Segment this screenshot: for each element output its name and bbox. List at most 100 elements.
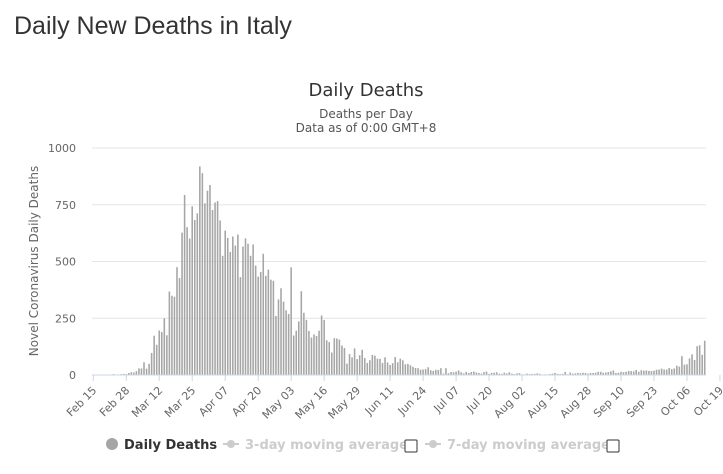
y-tick-label: 750	[55, 199, 76, 212]
bar	[229, 251, 232, 375]
x-tick-label: Sep 23	[624, 384, 660, 420]
bar	[277, 299, 280, 375]
bar	[412, 366, 414, 375]
bar	[404, 364, 407, 375]
bar	[336, 338, 338, 375]
bar	[462, 373, 465, 375]
bar	[625, 371, 627, 375]
bar	[343, 347, 346, 375]
legend-3-day-symbol	[227, 440, 235, 448]
bar	[696, 346, 698, 375]
bar	[539, 373, 541, 375]
bar	[579, 373, 582, 375]
bar	[138, 368, 140, 375]
bar	[701, 354, 703, 375]
x-tick-label: Aug 02	[491, 384, 528, 421]
bar	[658, 369, 660, 375]
bar	[178, 278, 181, 375]
bar	[313, 334, 315, 375]
bar	[226, 237, 229, 375]
bar	[287, 313, 290, 375]
x-tick-label: Apr 20	[229, 384, 264, 419]
legend-item-7-day-average[interactable]: 7-day moving average	[425, 438, 610, 453]
bar	[140, 368, 143, 375]
bar	[275, 315, 277, 375]
bar	[280, 288, 282, 375]
bar	[653, 370, 655, 375]
bar	[402, 360, 404, 375]
bar	[204, 203, 206, 375]
bar	[186, 227, 188, 375]
bar	[551, 373, 554, 375]
checkbox-3-day-average[interactable]	[404, 439, 418, 453]
bar	[698, 345, 701, 375]
bar	[196, 213, 199, 375]
bar	[703, 340, 706, 375]
bar	[211, 209, 214, 375]
bar	[627, 370, 630, 375]
bar	[325, 340, 328, 375]
bar	[135, 371, 138, 375]
bar	[637, 371, 640, 375]
chart-subtitle-line-2: Data as of 0:00 GMT+8	[296, 121, 437, 135]
x-tick-label: Oct 06	[658, 384, 693, 419]
bar	[683, 364, 686, 375]
bar	[630, 371, 632, 375]
bar	[394, 357, 396, 375]
bar	[130, 372, 133, 375]
bar	[445, 368, 447, 375]
bar	[660, 368, 663, 375]
bar	[589, 372, 592, 375]
bar	[584, 372, 587, 375]
bar	[437, 370, 440, 375]
bar	[417, 368, 419, 375]
bar	[561, 373, 564, 375]
legend-7-day-label: 7-day moving average	[447, 438, 610, 453]
bar	[577, 372, 579, 375]
bar	[333, 338, 336, 375]
bar	[348, 354, 351, 375]
page-title: Daily New Deaths in Italy	[14, 12, 292, 40]
bar	[239, 277, 242, 375]
bar	[371, 355, 374, 375]
bar	[361, 349, 363, 375]
bar	[318, 330, 320, 375]
chart-title: Daily Deaths	[308, 80, 423, 101]
bar	[366, 362, 369, 375]
legend: Daily Deaths 3-day moving average 7-day …	[106, 438, 620, 453]
bar	[242, 246, 244, 375]
bar	[645, 370, 648, 375]
bar	[493, 372, 495, 375]
bar	[158, 330, 161, 375]
bar	[122, 373, 125, 375]
bar	[533, 373, 536, 375]
x-tick-label: Feb 15	[64, 384, 99, 419]
bar	[155, 344, 158, 375]
bar	[323, 320, 325, 375]
bar	[254, 265, 257, 375]
y-axis-ticks: 0 250 500 750 1000	[48, 142, 76, 382]
bar	[216, 201, 219, 375]
bar	[128, 372, 130, 375]
bar	[330, 352, 333, 375]
bar	[346, 363, 348, 375]
bar	[353, 348, 356, 375]
bar	[516, 373, 518, 375]
x-tick-label: Mar 25	[162, 384, 198, 420]
bar	[620, 371, 622, 375]
x-tick-label: Aug 28	[557, 384, 594, 421]
bar	[358, 355, 361, 375]
bar	[305, 319, 308, 375]
bar	[455, 371, 457, 375]
bar	[599, 371, 602, 375]
bar	[668, 367, 670, 375]
legend-daily-deaths-label: Daily Deaths	[124, 438, 217, 453]
bar	[267, 269, 270, 375]
checkbox-7-day-average[interactable]	[606, 439, 620, 453]
legend-item-daily-deaths[interactable]: Daily Deaths	[106, 438, 217, 453]
bar	[224, 230, 226, 375]
bar	[594, 372, 597, 375]
legend-item-3-day-average[interactable]: 3-day moving average	[223, 438, 408, 453]
bar	[518, 373, 521, 375]
bar	[384, 357, 386, 375]
